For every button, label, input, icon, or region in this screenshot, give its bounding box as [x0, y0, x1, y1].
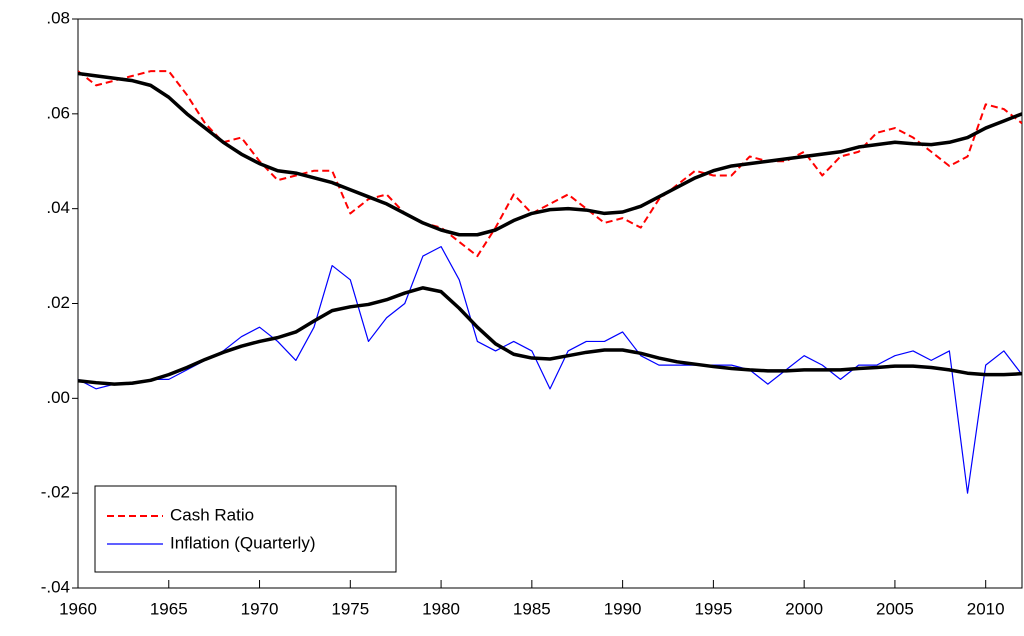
series-line	[78, 71, 1022, 237]
y-tick-label: -.02	[41, 483, 70, 502]
x-tick-label: 1995	[694, 599, 732, 618]
x-tick-label: 2005	[876, 599, 914, 618]
y-tick-label: -.04	[41, 577, 70, 596]
y-tick-label: .02	[46, 293, 70, 312]
x-tick-label: 2010	[967, 599, 1005, 618]
x-tick-label: 1960	[59, 599, 97, 618]
x-tick-label: 1965	[150, 599, 188, 618]
y-tick-label: .00	[46, 388, 70, 407]
x-tick-label: 1975	[331, 599, 369, 618]
y-tick-label: .04	[46, 198, 70, 217]
y-tick-label: .08	[46, 8, 70, 27]
x-tick-label: 1980	[422, 599, 460, 618]
legend-label: Cash Ratio	[170, 505, 254, 524]
x-tick-label: 1990	[604, 599, 642, 618]
series-line	[78, 286, 1022, 386]
x-tick-label: 2000	[785, 599, 823, 618]
series-line	[78, 70, 1022, 258]
legend-box	[94, 485, 397, 573]
x-tick-label: 1985	[513, 599, 551, 618]
y-tick-label: .06	[46, 103, 70, 122]
x-tick-label: 1970	[241, 599, 279, 618]
legend-label: Inflation (Quarterly)	[170, 533, 316, 552]
series-line	[78, 246, 1022, 494]
